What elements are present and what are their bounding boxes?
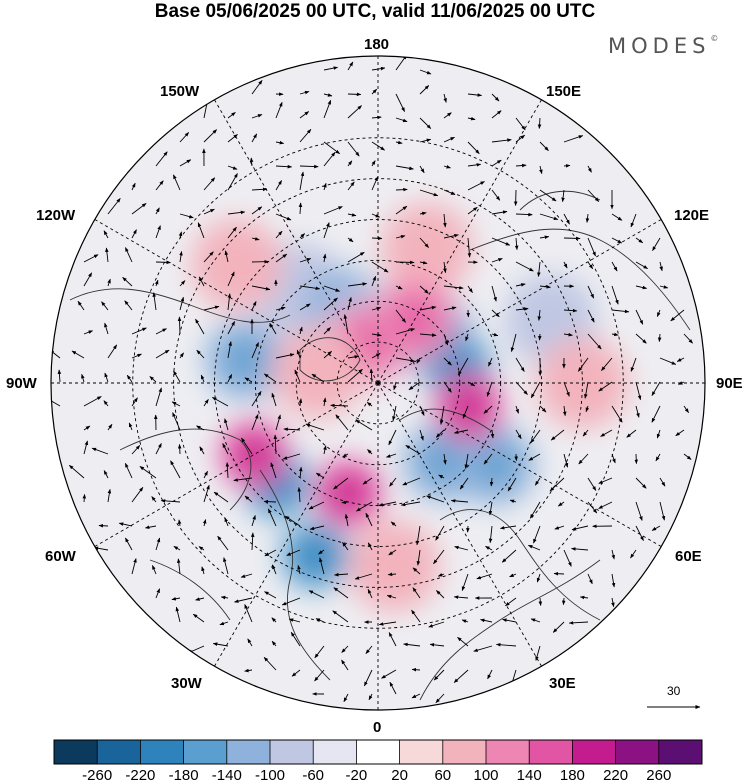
lon-label-120e: 120E	[674, 208, 709, 224]
wind-arrow	[564, 165, 570, 166]
lon-label-60e: 60E	[675, 549, 702, 565]
colorbar-tick-label: -20	[346, 768, 368, 783]
colorbar-tick-label: 100	[473, 768, 498, 783]
lon-label-90w: 90W	[6, 376, 37, 392]
wind-arrow	[554, 574, 564, 575]
colorbar-swatch	[572, 740, 615, 764]
colorbar	[54, 740, 702, 764]
anomaly-blob	[381, 203, 473, 295]
wind-arrow	[156, 262, 171, 263]
anomaly-core	[300, 541, 331, 572]
wind-arrow	[372, 238, 382, 239]
colorbar-tick-label: 20	[391, 768, 408, 783]
vector-scale-label: 30	[667, 684, 680, 698]
wind-arrow	[179, 317, 180, 334]
wind-arrow	[396, 262, 414, 263]
colorbar-tick-label: -100	[255, 768, 285, 783]
lon-label-30w: 30W	[171, 676, 202, 692]
colorbar-tick-label: 260	[646, 768, 671, 783]
colorbar-swatch	[54, 740, 97, 764]
lon-label-150w: 150W	[160, 84, 199, 100]
colorbar-swatch	[227, 740, 270, 764]
colorbar-tick-label: -220	[125, 768, 155, 783]
colorbar-swatch	[529, 740, 572, 764]
colorbar-swatch	[184, 740, 227, 764]
colorbar-swatch	[313, 740, 356, 764]
wind-arrow	[396, 189, 407, 190]
colorbar-swatch	[356, 740, 399, 764]
colorbar-tick-label: 180	[560, 768, 585, 783]
wind-arrow	[99, 526, 108, 527]
lon-label-0: 0	[373, 720, 381, 736]
wind-arrow	[540, 334, 541, 340]
colorbar-swatch	[400, 740, 443, 764]
colorbar-tick-label: -140	[212, 768, 242, 783]
colorbar-tick-label: 140	[517, 768, 542, 783]
colorbar-swatch	[659, 740, 702, 764]
colorbar-swatch	[486, 740, 529, 764]
colorbar-swatch	[270, 740, 313, 764]
colorbar-tick-label: 220	[603, 768, 628, 783]
wind-arrow	[563, 598, 564, 605]
lon-label-60w: 60W	[45, 549, 76, 565]
wind-arrow	[564, 238, 580, 239]
wind-arrow	[84, 494, 85, 502]
lon-label-180: 180	[364, 37, 389, 53]
lon-label-90e: 90E	[716, 376, 743, 392]
lon-label-150e: 150E	[546, 84, 581, 100]
colorbar-tick-label: -60	[302, 768, 324, 783]
colorbar-swatch	[97, 740, 140, 764]
anomaly-blob	[348, 520, 440, 612]
anomaly-core	[477, 447, 513, 483]
colorbar-tick-label: -180	[169, 768, 199, 783]
colorbar-tick-label: -260	[82, 768, 112, 783]
colorbar-swatch	[616, 740, 659, 764]
wind-arrow	[412, 669, 420, 670]
wind-arrow	[180, 444, 181, 454]
lon-label-120w: 120W	[36, 208, 75, 224]
anomaly-blob	[191, 219, 283, 311]
colorbar-tick-label: 60	[434, 768, 451, 783]
lon-label-30e: 30E	[549, 676, 576, 692]
wind-arrow	[264, 501, 276, 502]
colorbar-swatch	[443, 740, 486, 764]
wind-arrow	[348, 94, 361, 95]
colorbar-swatch	[140, 740, 183, 764]
